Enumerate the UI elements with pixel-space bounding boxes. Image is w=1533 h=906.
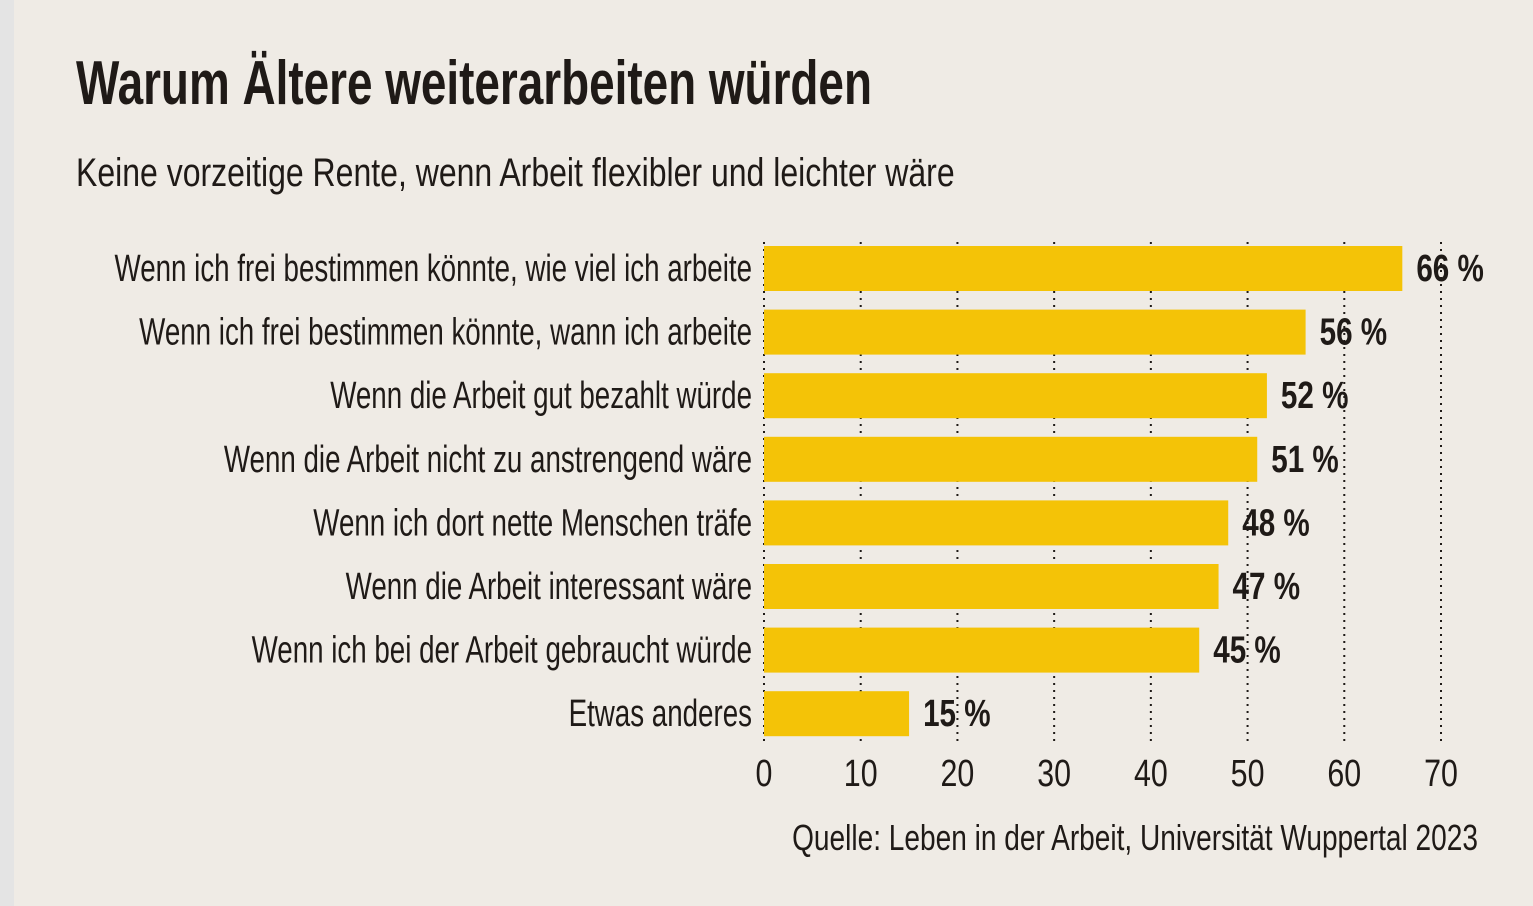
bar <box>764 627 1200 673</box>
category-label: Wenn die Arbeit gut bezahlt würde <box>330 375 752 417</box>
value-label: 56 % <box>1320 311 1388 353</box>
value-label: 51 % <box>1271 438 1339 480</box>
x-tick-label: 20 <box>941 753 975 795</box>
value-label: 47 % <box>1233 566 1301 608</box>
x-tick-label: 0 <box>756 753 773 795</box>
value-label: 52 % <box>1281 375 1349 417</box>
value-label: 45 % <box>1213 629 1281 671</box>
category-label: Wenn ich frei bestimmen könnte, wann ich… <box>139 311 752 353</box>
x-tick-label: 40 <box>1134 753 1168 795</box>
x-tick-label: 60 <box>1327 753 1361 795</box>
bar <box>764 691 910 737</box>
category-label: Wenn die Arbeit nicht zu anstrengend wär… <box>224 439 752 481</box>
category-label: Wenn die Arbeit interessant wäre <box>346 566 752 608</box>
x-tick-label: 10 <box>844 753 878 795</box>
bar <box>764 373 1267 419</box>
category-label: Etwas anderes <box>569 693 752 735</box>
chart-title: Warum Ältere weiterarbeiten würden <box>76 48 872 117</box>
x-tick-label: 50 <box>1231 753 1265 795</box>
category-label: Wenn ich frei bestimmen könnte, wie viel… <box>115 248 752 290</box>
x-tick-label: 30 <box>1037 753 1071 795</box>
left-edge-strip <box>0 0 14 906</box>
category-label: Wenn ich bei der Arbeit gebraucht würde <box>252 629 752 671</box>
bar <box>764 436 1258 482</box>
value-label: 15 % <box>923 693 991 735</box>
chart-source: Quelle: Leben in der Arbeit, Universität… <box>792 818 1478 858</box>
bar <box>764 564 1219 609</box>
bar <box>764 500 1229 546</box>
value-label: 66 % <box>1416 248 1484 290</box>
chart-subtitle: Keine vorzeitige Rente, wenn Arbeit flex… <box>76 150 955 195</box>
bar <box>764 309 1306 355</box>
category-label: Wenn ich dort nette Menschen träfe <box>313 502 752 544</box>
value-label: 48 % <box>1242 502 1310 544</box>
x-tick-label: 70 <box>1424 753 1458 795</box>
bar <box>764 246 1403 291</box>
